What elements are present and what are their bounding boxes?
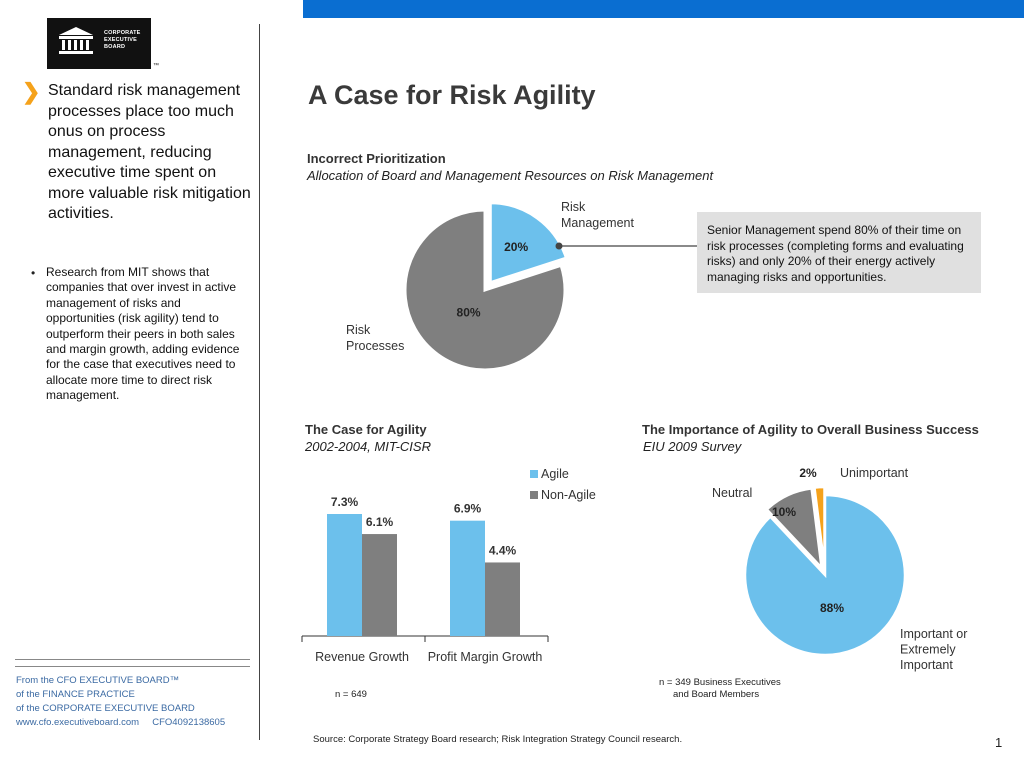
slice-name-unimportant-0: Unimportant	[840, 466, 909, 480]
top-accent-bar	[303, 0, 1024, 18]
section-2-heading: The Case for Agility	[305, 422, 427, 437]
section-2-subheading: 2002-2004, MIT-CISR	[305, 439, 431, 454]
sidebar-divider	[259, 24, 260, 740]
bar-chart-agility: 7.3% 6.1% Revenue Growth 6.9% 4.4% Profit Mar…	[301, 467, 596, 664]
footer-divider-bottom	[15, 666, 250, 667]
section-3-subheading: EIU 2009 Survey	[643, 439, 742, 454]
callout-connector	[555, 242, 697, 250]
trademark-symbol: ™	[153, 63, 159, 69]
source-note: Source: Corporate Strategy Board researc…	[313, 734, 683, 745]
section-1-heading: Incorrect Prioritization	[307, 151, 446, 166]
footer-line-1: From the CFO EXECUTIVE BOARD™	[16, 675, 180, 686]
legend-label-non-agile: Non-Agile	[541, 488, 596, 502]
bar-agile-revenue-growth	[327, 514, 362, 636]
legend-label-agile: Agile	[541, 467, 569, 481]
footer-line-2: of the FINANCE PRACTICE	[16, 689, 135, 700]
building-icon	[59, 27, 93, 54]
logo-line-3: BOARD	[104, 44, 126, 50]
bar-non-agile-revenue-growth	[362, 534, 397, 636]
pie-label-unimportant: 2%	[799, 466, 817, 480]
pie-slice-important-or-extremely-important	[743, 493, 907, 657]
footer-divider-top	[15, 659, 250, 660]
page-number: 1	[995, 735, 1003, 750]
legend-swatch-agile	[530, 470, 538, 478]
corporate-executive-board-logo: CORPORATE EXECUTIVE BOARD	[47, 18, 151, 69]
pie-label-neutral: 10%	[772, 505, 796, 519]
page-title: A Case for Risk Agility	[308, 80, 596, 110]
sample-size-note-2b: and Board Members	[673, 689, 760, 700]
bar-agile-profit-margin-growth	[450, 520, 485, 636]
bar-label-non-agile-revenue-growth: 6.1%	[366, 515, 394, 529]
sidebar-lead-text: Standard risk management processes place…	[48, 82, 251, 222]
pie-label-risk-management: 20%	[504, 240, 528, 254]
footer-line-3: of the CORPORATE EXECUTIVE BOARD	[16, 703, 195, 714]
label-risk-processes: Risk Processes	[346, 323, 405, 353]
pie-label-risk-processes: 80%	[457, 306, 481, 320]
bullet-icon: •	[31, 266, 36, 280]
slice-name-important-2: Important	[900, 658, 953, 672]
sample-size-note-1: n = 649	[335, 689, 367, 700]
legend-swatch-non-agile	[530, 491, 538, 499]
sidebar-bullet-text: Research from MIT shows that companies t…	[46, 265, 240, 403]
pie-slice-unimportant	[813, 485, 826, 568]
pie-slice-neutral	[765, 486, 824, 572]
pie-chart-prioritization: 20% 80%	[403, 201, 569, 372]
chevron-right-icon: ❯	[22, 79, 41, 104]
slice-name-important-0: Important or	[900, 627, 967, 641]
bar-label-agile-revenue-growth: 7.3%	[331, 495, 359, 509]
callout-text: Senior Management spend 80% of their tim…	[707, 223, 964, 284]
bar-label-agile-profit-margin-growth: 6.9%	[454, 502, 482, 516]
sample-size-note-2a: n = 349 Business Executives	[659, 677, 781, 688]
bar-label-non-agile-profit-margin-growth: 4.4%	[489, 543, 517, 557]
logo-line-2: EXECUTIVE	[104, 37, 137, 43]
slice-name-neutral-0: Neutral	[712, 486, 752, 500]
callout-box: Senior Management spend 80% of their tim…	[697, 212, 981, 293]
pie-slice-risk-management	[488, 201, 569, 285]
x-tick-label-profit-margin-growth: Profit Margin Growth	[428, 650, 543, 664]
label-risk-management: Risk Management	[561, 200, 634, 230]
x-tick-label-revenue-growth: Revenue Growth	[315, 650, 409, 664]
pie-label-important: 88%	[820, 601, 844, 615]
bar-non-agile-profit-margin-growth	[485, 562, 520, 636]
section-1-subheading: Allocation of Board and Management Resou…	[307, 168, 714, 183]
footer-line-4: www.cfo.executiveboard.com CFO4092138605	[16, 717, 226, 728]
pie-slice-risk-processes	[403, 208, 567, 372]
slice-name-important-1: Extremely	[900, 643, 956, 657]
logo-line-1: CORPORATE	[104, 30, 141, 36]
section-3-heading: The Importance of Agility to Overall Bus…	[642, 422, 979, 437]
pie-chart-importance: 88% 10% 2% Unimportant Neutral Important or Ex…	[712, 466, 967, 672]
